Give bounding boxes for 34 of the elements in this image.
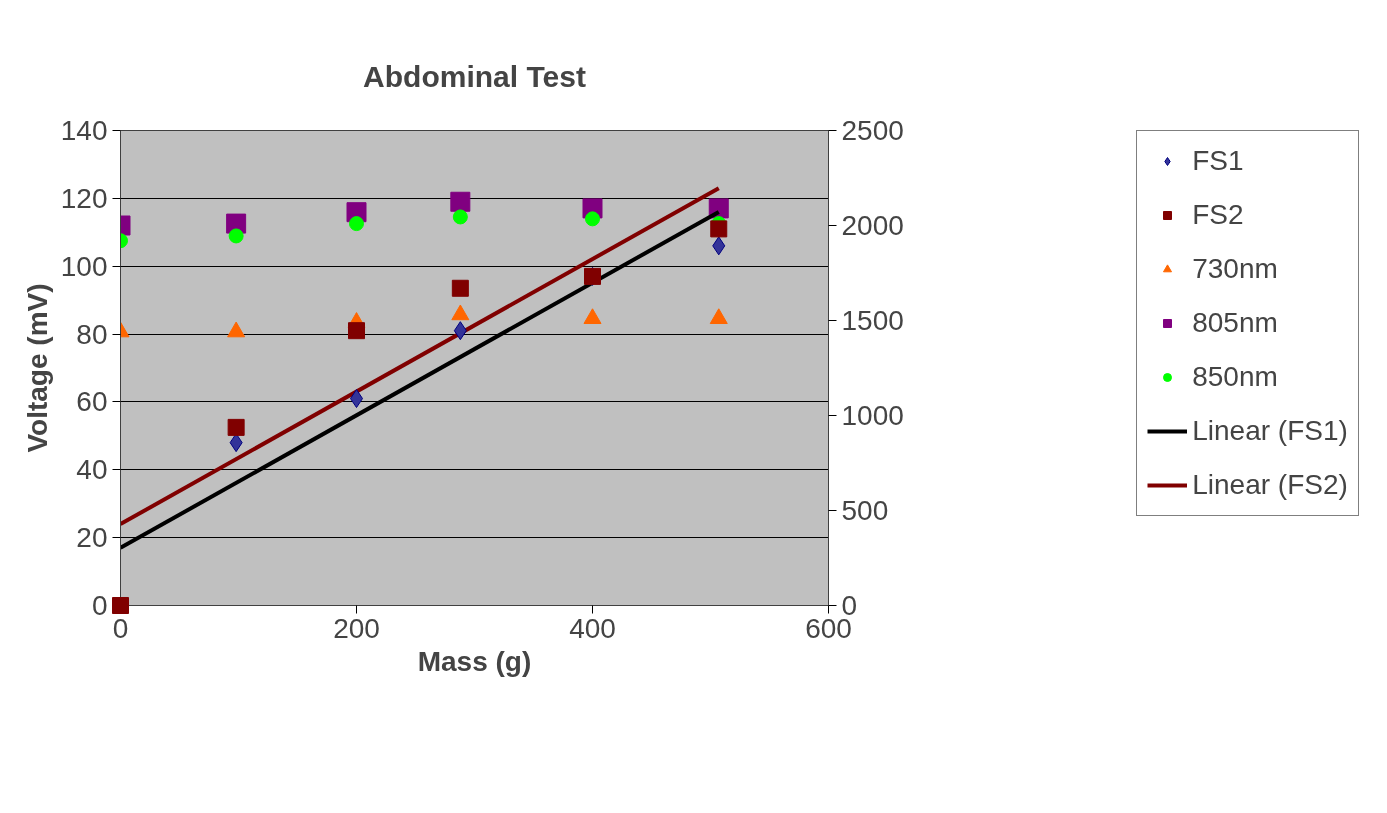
x-tick-label: 200	[333, 612, 380, 644]
legend-label: Linear (FS2)	[1192, 468, 1348, 502]
x-tick-label: 0	[112, 612, 129, 644]
legend-label: 850nm	[1192, 360, 1278, 394]
point	[710, 220, 728, 238]
y2-tick-label: 1000	[841, 400, 904, 431]
legend-label: 730nm	[1192, 252, 1278, 286]
y2-tick-label: 2500	[841, 115, 904, 146]
chart-title: Abdominal Test	[363, 60, 586, 93]
legend-label: FS2	[1192, 198, 1244, 232]
legend-label: 805nm	[1192, 306, 1278, 340]
x-tick-label: 400	[569, 612, 616, 644]
point	[229, 433, 243, 453]
y-axis-title: Voltage (mV)	[21, 283, 53, 453]
point	[453, 321, 467, 341]
y-tick-label: 20	[76, 522, 108, 554]
y-tick-label: 100	[60, 250, 108, 282]
y-tick-label: 0	[91, 590, 108, 621]
point	[451, 279, 469, 297]
y-tick-label: 60	[76, 386, 108, 418]
x-axis-title: Mass (g)	[417, 645, 532, 677]
y-tick-label: 40	[76, 454, 108, 486]
point	[112, 597, 129, 614]
point	[712, 236, 726, 256]
legend-label: Linear (FS1)	[1192, 414, 1348, 448]
point	[227, 418, 245, 436]
legend-label: FS1	[1192, 144, 1244, 178]
point	[348, 322, 365, 340]
y2-tick-label: 500	[841, 495, 889, 526]
y2-tick-label: 2000	[841, 210, 904, 241]
y2-tick-label: 1500	[841, 305, 904, 336]
y-tick-label: 120	[60, 182, 108, 214]
y-tick-label: 140	[60, 115, 108, 146]
y-tick-label: 80	[76, 318, 108, 350]
